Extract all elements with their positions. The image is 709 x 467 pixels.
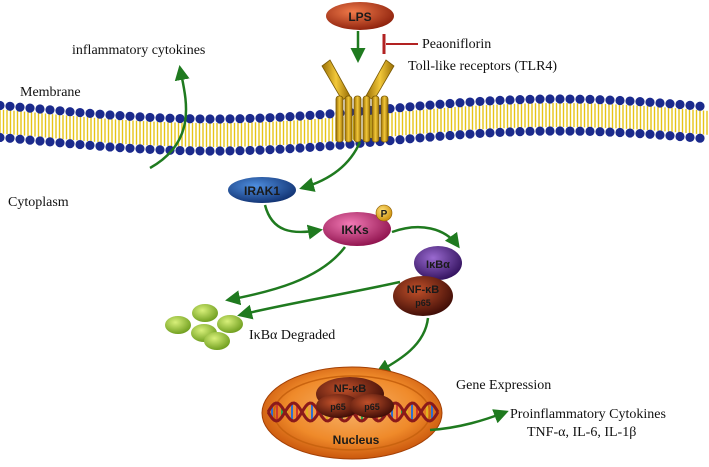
nucleus-nfkb-label: NF-κB xyxy=(334,383,366,395)
proinflammatory-label: Proinflammatory Cytokines xyxy=(510,407,666,422)
nfkb-label: NF-κB xyxy=(407,284,439,296)
cytoplasm-label: Cytoplasm xyxy=(8,195,69,210)
nfkb-node xyxy=(393,276,453,316)
nucleus-p65-left-label: p65 xyxy=(330,402,346,412)
complex-to-degraded-arrow xyxy=(240,282,400,315)
irak1-to-ikks-arrow xyxy=(265,205,320,232)
ikba-degraded-cluster xyxy=(165,304,243,350)
complex-to-nucleus-arrow xyxy=(378,318,428,372)
ikks-label: IKKs xyxy=(341,223,369,237)
ikks-to-degraded-arrow xyxy=(228,247,345,300)
nucleus-p65-right-label: p65 xyxy=(364,402,380,412)
p65-label: p65 xyxy=(415,298,431,308)
inflammatory-cytokines-label: inflammatory cytokines xyxy=(72,43,205,58)
ikba-degraded-label: IκBα Degraded xyxy=(249,328,335,343)
cytokine-list-label: TNF-α, IL-6, IL-1β xyxy=(527,425,636,440)
cell-membrane xyxy=(0,94,707,155)
ikba-label: IκBα xyxy=(426,259,450,271)
gene-expression-label: Gene Expression xyxy=(456,378,551,393)
lps-label: LPS xyxy=(348,10,371,24)
peaoniflorin-label: Peaoniflorin xyxy=(422,37,491,52)
nucleus-label: Nucleus xyxy=(333,433,380,447)
phosphate-label: P xyxy=(381,209,388,220)
membrane-label: Membrane xyxy=(20,85,81,100)
tlr4-label: Toll-like receptors (TLR4) xyxy=(408,59,557,74)
irak1-label: IRAK1 xyxy=(244,184,280,198)
ikks-to-ikba-arrow xyxy=(392,227,458,246)
